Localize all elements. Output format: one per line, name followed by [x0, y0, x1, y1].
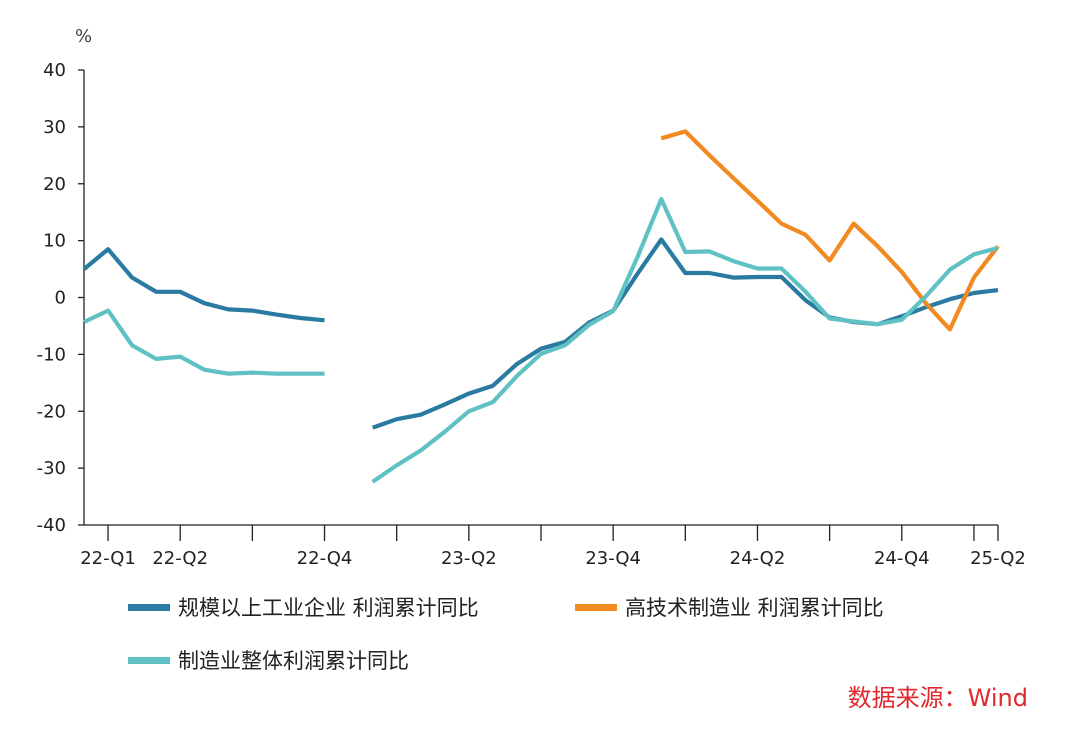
- y-tick-label: -10: [37, 344, 66, 365]
- legend-item-manufacturing-profit: 制造业整体利润累计同比: [128, 645, 409, 675]
- legend-label-hightech-profit: 高技术制造业 利润累计同比: [625, 596, 884, 620]
- legend-swatch-industrial-profit: [128, 603, 170, 611]
- y-axis: 40 30 20 10 0 -10 -20 -30 -40: [37, 60, 85, 536]
- x-tick-label: 22-Q4: [297, 548, 353, 569]
- series-lines: [82, 129, 1000, 484]
- series-line-1: [82, 237, 999, 430]
- x-tick-label: 24-Q2: [730, 548, 786, 569]
- x-tick-label: 23-Q2: [441, 548, 497, 569]
- source-note: 数据来源：Wind: [847, 684, 1028, 712]
- legend-item-hightech-profit: 高技术制造业 利润累计同比: [575, 592, 884, 622]
- y-tick-label: 40: [43, 60, 66, 81]
- legend-label-industrial-profit: 规模以上工业企业 利润累计同比: [178, 596, 479, 620]
- legend-swatch-manufacturing-profit: [128, 656, 170, 664]
- y-tick-label: -40: [37, 515, 66, 536]
- y-tick-label: 0: [55, 288, 66, 309]
- y-tick-label: 10: [43, 231, 66, 252]
- x-tick-label: 22-Q1: [80, 548, 136, 569]
- y-tick-label: -30: [37, 458, 66, 479]
- legend-swatch-hightech-profit: [575, 603, 617, 611]
- y-axis-unit-label: %: [75, 26, 92, 47]
- x-tick-label: 24-Q4: [874, 548, 930, 569]
- x-tick-label: 25-Q2: [970, 548, 1026, 569]
- y-tick-label: -20: [37, 401, 66, 422]
- x-tick-label: 23-Q4: [585, 548, 641, 569]
- legend-item-industrial-profit: 规模以上工业企业 利润累计同比: [128, 592, 479, 622]
- y-tick-label: 30: [43, 117, 66, 138]
- series-line-2: [660, 129, 1000, 332]
- legend-label-manufacturing-profit: 制造业整体利润累计同比: [178, 649, 409, 673]
- x-tick-label: 22-Q2: [152, 548, 208, 569]
- series-line-3: [83, 197, 999, 484]
- y-tick-label: 20: [43, 174, 66, 195]
- x-axis: 22-Q1 22-Q2 22-Q4 23-Q2 23-Q4 24-Q2 24-Q4 25-Q2: [80, 524, 1026, 569]
